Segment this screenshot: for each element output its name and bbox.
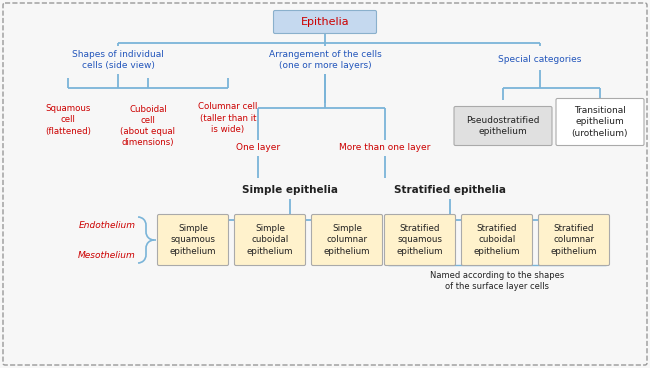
Text: More than one layer: More than one layer (339, 144, 431, 152)
Text: Stratified
columnar
epithelium: Stratified columnar epithelium (551, 224, 597, 256)
FancyBboxPatch shape (538, 215, 610, 265)
FancyBboxPatch shape (311, 215, 382, 265)
Text: Mesothelium: Mesothelium (78, 251, 136, 259)
FancyBboxPatch shape (3, 3, 647, 365)
FancyBboxPatch shape (462, 215, 532, 265)
Text: Simple
columnar
epithelium: Simple columnar epithelium (324, 224, 370, 256)
Text: Simple epithelia: Simple epithelia (242, 185, 338, 195)
FancyBboxPatch shape (556, 99, 644, 145)
Text: Stratified
cuboidal
epithelium: Stratified cuboidal epithelium (474, 224, 520, 256)
Text: Transitional
epithelium
(urothelium): Transitional epithelium (urothelium) (572, 106, 629, 138)
FancyBboxPatch shape (157, 215, 229, 265)
FancyBboxPatch shape (454, 106, 552, 145)
Text: Pseudostratified
epithelium: Pseudostratified epithelium (466, 116, 540, 136)
Text: Epithelia: Epithelia (301, 17, 349, 27)
Text: Stratified
squamous
epithelium: Stratified squamous epithelium (396, 224, 443, 256)
Text: Columnar cell
(taller than it
is wide): Columnar cell (taller than it is wide) (198, 102, 257, 134)
Text: Simple
squamous
epithelium: Simple squamous epithelium (170, 224, 216, 256)
Text: Shapes of individual
cells (side view): Shapes of individual cells (side view) (72, 50, 164, 70)
Text: Special categories: Special categories (499, 56, 582, 64)
Text: Cuboidal
cell
(about equal
dimensions): Cuboidal cell (about equal dimensions) (120, 105, 176, 147)
FancyBboxPatch shape (235, 215, 306, 265)
Text: Endothelium: Endothelium (79, 220, 136, 230)
Text: Arrangement of the cells
(one or more layers): Arrangement of the cells (one or more la… (268, 50, 382, 70)
Text: Named according to the shapes
of the surface layer cells: Named according to the shapes of the sur… (430, 270, 564, 291)
Text: One layer: One layer (236, 144, 280, 152)
FancyBboxPatch shape (274, 11, 376, 33)
Text: Squamous
cell
(flattened): Squamous cell (flattened) (45, 105, 91, 135)
FancyBboxPatch shape (385, 215, 456, 265)
Text: Stratified epithelia: Stratified epithelia (394, 185, 506, 195)
Text: Simple
cuboidal
epithelium: Simple cuboidal epithelium (247, 224, 293, 256)
